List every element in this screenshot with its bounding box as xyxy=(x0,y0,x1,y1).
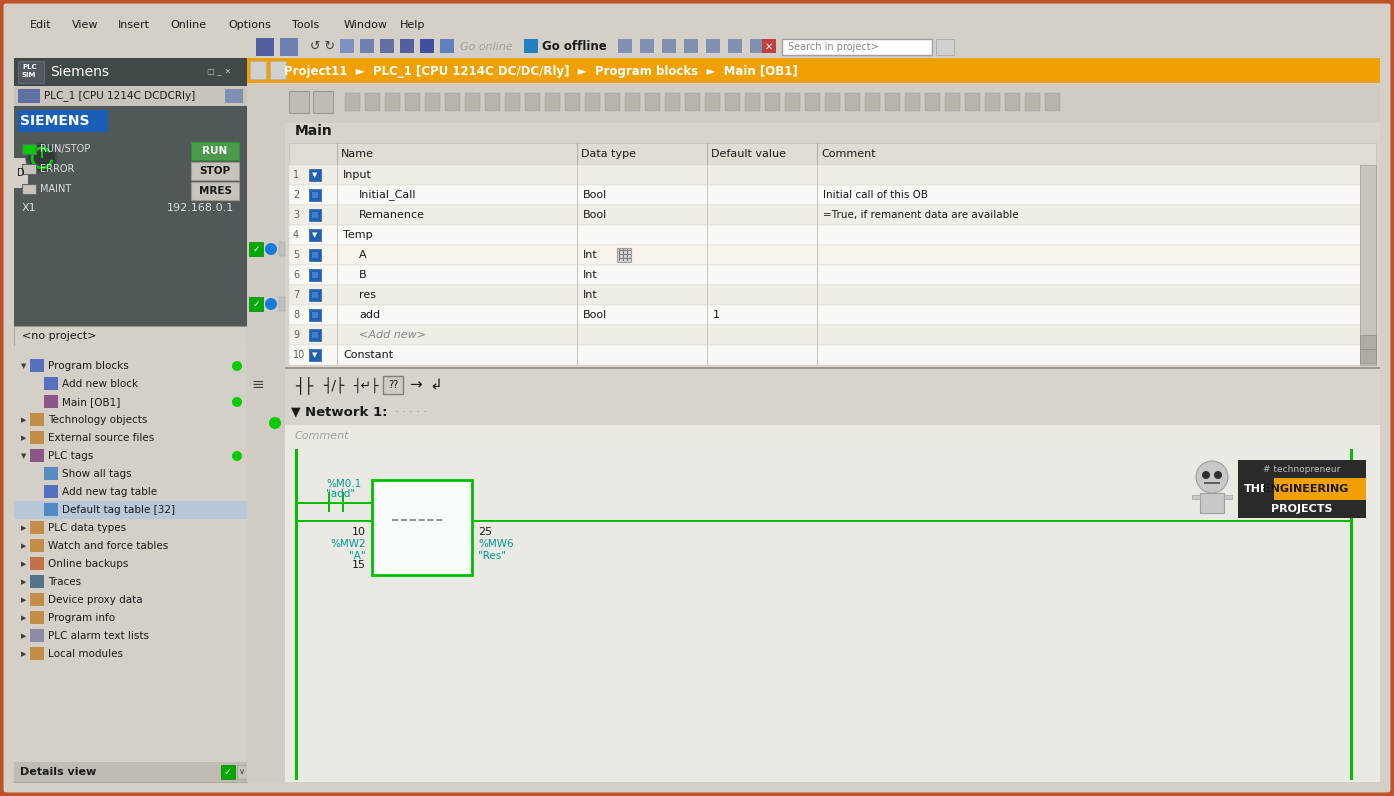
Bar xyxy=(45,485,59,498)
Text: ✕: ✕ xyxy=(765,42,774,52)
Text: Default value: Default value xyxy=(711,149,786,159)
Bar xyxy=(309,209,321,221)
Text: EN: EN xyxy=(378,515,393,525)
Bar xyxy=(625,93,640,111)
Bar xyxy=(825,93,841,111)
Text: Go online: Go online xyxy=(460,42,513,52)
Bar xyxy=(224,89,243,103)
Text: PLC data types: PLC data types xyxy=(47,523,125,533)
Text: 2: 2 xyxy=(293,190,300,200)
Circle shape xyxy=(35,149,38,152)
Text: 8: 8 xyxy=(293,310,300,320)
Circle shape xyxy=(265,243,277,255)
Text: Bool: Bool xyxy=(583,210,608,220)
Bar xyxy=(905,93,920,111)
Text: "A": "A" xyxy=(350,551,367,561)
Bar xyxy=(360,39,374,53)
Bar xyxy=(1361,335,1376,349)
Bar xyxy=(619,250,631,251)
Bar xyxy=(222,765,236,779)
Bar xyxy=(14,14,1386,36)
Bar xyxy=(309,229,321,241)
Text: ∨: ∨ xyxy=(238,767,245,777)
Circle shape xyxy=(1214,471,1223,479)
Bar xyxy=(247,83,1380,782)
Text: Main [OB1]: Main [OB1] xyxy=(61,397,120,407)
Bar xyxy=(1192,495,1200,499)
Circle shape xyxy=(35,148,38,151)
Text: ▼: ▼ xyxy=(21,453,26,459)
Bar xyxy=(1025,93,1040,111)
Circle shape xyxy=(47,164,50,167)
Bar xyxy=(619,258,631,259)
Text: PLC tags: PLC tags xyxy=(47,451,93,461)
Circle shape xyxy=(39,146,42,150)
Bar xyxy=(1349,449,1354,780)
Text: Temp: Temp xyxy=(343,230,372,240)
Circle shape xyxy=(35,165,38,168)
Bar xyxy=(289,265,1376,285)
Bar xyxy=(289,91,309,113)
Bar xyxy=(866,93,880,111)
Bar xyxy=(250,297,263,311)
Bar xyxy=(191,142,238,160)
Text: ┤↵├: ┤↵├ xyxy=(353,377,379,392)
Bar xyxy=(662,39,676,53)
Text: SIEMENS: SIEMENS xyxy=(20,114,89,128)
Bar xyxy=(289,165,1376,185)
Text: ▶: ▶ xyxy=(21,543,26,549)
Text: RUN/STOP: RUN/STOP xyxy=(40,144,91,154)
Bar xyxy=(344,93,360,111)
Circle shape xyxy=(43,166,46,170)
Bar xyxy=(14,106,247,326)
Text: Program info: Program info xyxy=(47,613,116,623)
Text: Help: Help xyxy=(400,20,425,30)
Bar xyxy=(312,212,318,218)
Text: ▶: ▶ xyxy=(21,525,26,531)
Text: ✓: ✓ xyxy=(224,767,231,777)
Text: 3: 3 xyxy=(293,210,300,220)
Bar xyxy=(22,144,36,154)
Bar xyxy=(935,39,953,55)
Text: Go offline: Go offline xyxy=(542,41,606,53)
Circle shape xyxy=(43,146,46,150)
Bar xyxy=(585,93,599,111)
Bar xyxy=(14,158,28,188)
Bar xyxy=(309,309,321,321)
Bar xyxy=(804,93,820,111)
Text: Technology objects: Technology objects xyxy=(47,415,148,425)
Text: X1: X1 xyxy=(22,203,36,213)
Bar xyxy=(640,39,654,53)
Text: 9: 9 xyxy=(293,330,300,340)
Bar xyxy=(785,93,800,111)
Text: ▼: ▼ xyxy=(312,352,318,358)
Bar xyxy=(309,289,321,301)
Bar xyxy=(289,285,1376,305)
Bar xyxy=(526,93,539,111)
Bar xyxy=(270,61,286,79)
Bar xyxy=(782,39,933,55)
Text: 1: 1 xyxy=(712,310,719,320)
Bar xyxy=(420,39,434,53)
Text: Details view: Details view xyxy=(20,767,96,777)
Bar xyxy=(298,520,372,522)
Bar xyxy=(298,502,328,504)
Text: Name: Name xyxy=(342,149,374,159)
Circle shape xyxy=(31,154,33,158)
Bar xyxy=(312,272,318,278)
Circle shape xyxy=(32,162,35,165)
Bar xyxy=(1238,478,1366,500)
Text: 25: 25 xyxy=(478,527,492,537)
Text: 5: 5 xyxy=(293,250,300,260)
Text: External source files: External source files xyxy=(47,433,155,443)
Circle shape xyxy=(45,166,47,169)
Circle shape xyxy=(36,147,39,150)
Bar xyxy=(344,502,372,504)
Circle shape xyxy=(49,163,52,166)
Bar xyxy=(565,93,580,111)
Circle shape xyxy=(43,166,47,169)
Circle shape xyxy=(50,159,53,162)
Bar xyxy=(14,326,247,327)
Bar xyxy=(31,449,45,462)
